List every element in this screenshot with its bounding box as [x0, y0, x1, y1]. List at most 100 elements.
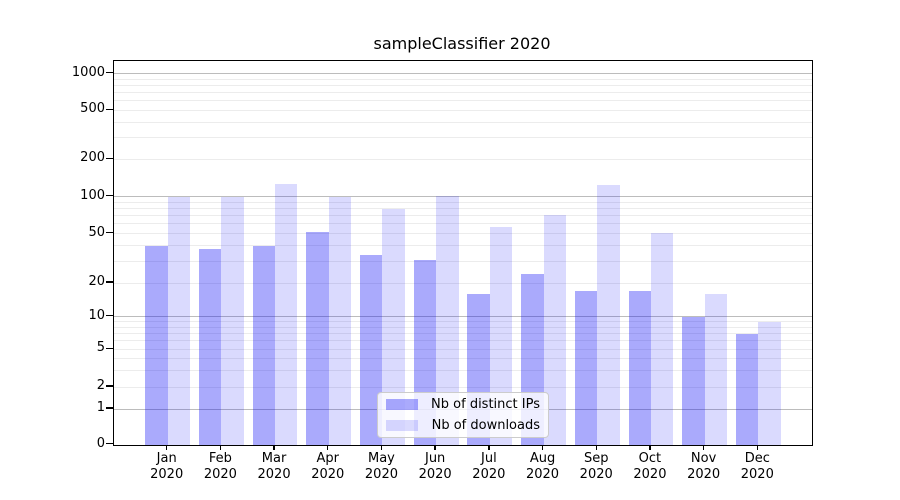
x-tick-label: Dec 2020	[727, 451, 787, 483]
bar-downloads-may	[382, 209, 405, 445]
bar-distinct-ips-feb	[198, 248, 222, 445]
minor-gridline	[114, 260, 812, 262]
y-tick-label: 100	[80, 187, 105, 203]
y-tick-label: 0	[96, 435, 105, 451]
bar-distinct-ips-apr	[306, 232, 329, 445]
x-tick-mark	[595, 445, 597, 450]
minor-gridline	[114, 208, 812, 210]
bar-downloads-jan	[167, 196, 191, 445]
y-tick-label: 200	[80, 150, 105, 166]
bar-distinct-ips-oct	[628, 291, 651, 445]
y-tick-mark	[106, 157, 113, 159]
bar-distinct-ips-may	[360, 254, 383, 445]
y-tick-mark	[106, 232, 113, 234]
bar-downloads-oct	[650, 233, 674, 445]
minor-gridline	[114, 321, 812, 323]
x-tick-month: Jan	[156, 451, 177, 466]
y-tick-label: 500	[80, 101, 105, 117]
y-tick-mark	[106, 385, 113, 387]
bar-distinct-ips-sep	[574, 291, 598, 445]
minor-gridline	[114, 100, 812, 102]
major-gridline	[114, 73, 812, 75]
x-tick-year: 2020	[740, 467, 774, 482]
minor-gridline	[114, 223, 812, 225]
y-tick-label: 50	[88, 224, 105, 240]
minor-gridline	[114, 357, 812, 359]
y-tick-mark	[106, 442, 113, 445]
minor-gridline	[114, 340, 812, 342]
minor-gridline	[114, 326, 812, 328]
legend-label: Nb of downloads	[431, 418, 540, 433]
x-tick-mark	[219, 445, 222, 450]
bar-downloads-mar	[275, 183, 298, 445]
x-tick-year: 2020	[579, 467, 613, 482]
bar-downloads-apr	[328, 197, 352, 445]
y-tick-label: 1	[96, 400, 105, 415]
x-tick-year: 2020	[311, 467, 345, 482]
x-tick-label: Sep 2020	[566, 451, 626, 483]
x-tick-year: 2020	[525, 467, 560, 482]
minor-gridline	[114, 92, 812, 94]
x-tick-year: 2020	[203, 467, 237, 482]
minor-gridline	[114, 245, 812, 247]
legend-swatch	[386, 399, 418, 410]
x-tick-year: 2020	[364, 467, 398, 482]
major-gridline	[114, 196, 812, 198]
x-tick-label: Apr 2020	[298, 451, 358, 483]
x-tick-month: Oct	[638, 451, 662, 466]
x-tick-mark	[488, 445, 490, 450]
y-tick-mark	[106, 315, 113, 317]
chart-legend: Nb of distinct IPs Nb of downloads	[377, 392, 549, 438]
y-tick-label: 1000	[71, 64, 105, 80]
x-tick-mark	[649, 445, 651, 450]
major-gridline	[114, 316, 812, 318]
x-tick-mark	[380, 445, 383, 450]
x-tick-month: Nov	[690, 451, 717, 466]
minor-gridline	[114, 158, 812, 160]
legend-row: Nb of downloads	[386, 417, 540, 434]
minor-gridline	[114, 332, 812, 334]
x-tick-label: Jun 2020	[405, 451, 465, 483]
bar-downloads-sep	[597, 184, 620, 445]
x-tick-month: Mar	[261, 451, 287, 466]
x-tick-year: 2020	[257, 467, 291, 482]
bar-downloads-jun	[436, 196, 459, 445]
minor-gridline	[114, 348, 812, 350]
x-tick-month: Dec	[744, 451, 770, 466]
x-tick-label: Oct 2020	[620, 451, 680, 483]
x-tick-mark	[541, 445, 544, 450]
minor-gridline	[114, 109, 812, 111]
x-tick-label: Feb 2020	[190, 451, 250, 483]
chart-title: sampleClassifier 2020	[373, 34, 551, 53]
x-tick-label: Mar 2020	[244, 451, 304, 483]
x-tick-label: Nov 2020	[674, 451, 734, 483]
bar-downloads-dec	[758, 322, 781, 445]
x-tick-month: Feb	[208, 451, 232, 466]
bar-distinct-ips-jan	[145, 246, 168, 445]
x-tick-month: Jul	[481, 451, 497, 466]
y-tick-label: 10	[88, 307, 105, 323]
bar-downloads-feb	[221, 196, 244, 445]
x-tick-mark	[434, 445, 436, 450]
x-tick-month: Apr	[316, 451, 340, 466]
legend-row: Nb of distinct IPs	[386, 396, 540, 413]
x-tick-mark	[327, 445, 329, 450]
x-tick-label: Jan 2020	[137, 451, 197, 483]
minor-gridline	[114, 201, 812, 203]
y-tick-mark	[106, 72, 113, 74]
minor-gridline	[114, 84, 812, 86]
y-tick-label: 20	[88, 274, 105, 289]
x-tick-year: 2020	[633, 467, 667, 482]
x-tick-year: 2020	[472, 467, 506, 482]
y-tick-mark	[106, 108, 113, 110]
y-tick-label: 2	[96, 378, 105, 393]
bar-downloads-aug	[543, 214, 566, 445]
x-tick-month: Jun	[424, 451, 446, 466]
x-tick-mark	[756, 445, 758, 450]
y-tick-mark	[106, 195, 113, 197]
x-tick-month: May	[368, 451, 395, 466]
minor-gridline	[114, 78, 812, 80]
x-tick-label: May 2020	[351, 451, 411, 483]
x-tick-mark	[165, 445, 168, 450]
